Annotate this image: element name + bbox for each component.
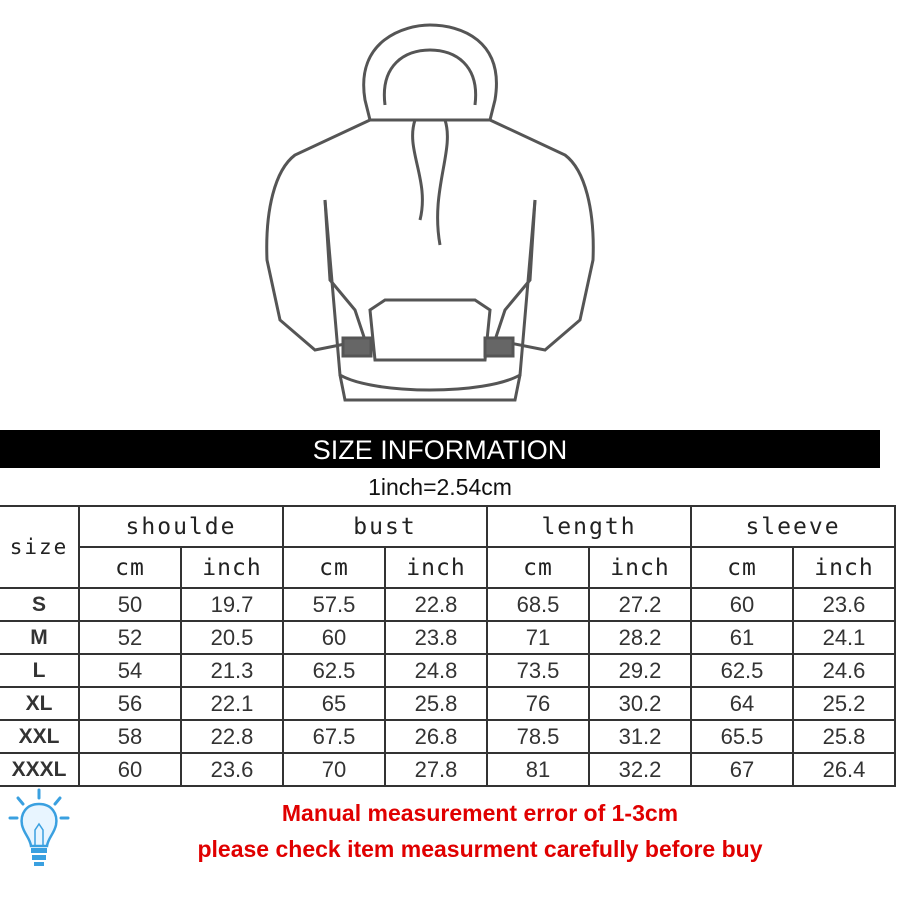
value-cell: 25.8 [792,719,896,754]
value-cell: 19.7 [180,587,284,622]
unit-inch: inch [384,546,488,589]
value-cell: 71 [486,620,590,655]
table-row: S 50 19.7 57.5 22.8 68.5 27.2 60 23.6 [0,587,896,622]
group-header-row: size shoulde bust length sleeve [0,505,896,589]
unit-conversion: 1inch=2.54cm [368,474,512,500]
value-cell: 62.5 [282,653,386,688]
value-cell: 67 [690,752,794,787]
value-cell: 81 [486,752,590,787]
value-cell: 52 [78,620,182,655]
value-cell: 67.5 [282,719,386,754]
value-cell: 27.8 [384,752,488,787]
value-cell: 50 [78,587,182,622]
value-cell: 62.5 [690,653,794,688]
size-cell: XXXL [0,752,80,787]
value-cell: 23.6 [180,752,284,787]
table-row: XXXL 60 23.6 70 27.8 81 32.2 67 26.4 [0,752,896,787]
size-cell: XXL [0,719,80,754]
table-row: XXL 58 22.8 67.5 26.8 78.5 31.2 65.5 25.8 [0,719,896,754]
group-header-sleeve: sleeve [690,505,896,548]
unit-inch: inch [588,546,692,589]
value-cell: 32.2 [588,752,692,787]
unit-cm: cm [282,546,386,589]
value-cell: 60 [690,587,794,622]
hoodie-illustration [265,23,595,402]
size-cell: XL [0,686,80,721]
unit-cm: cm [486,546,590,589]
value-cell: 70 [282,752,386,787]
value-cell: 20.5 [180,620,284,655]
value-cell: 24.8 [384,653,488,688]
table-row: XL 56 22.1 65 25.8 76 30.2 64 25.2 [0,686,896,721]
group-header-length: length [486,505,692,548]
value-cell: 76 [486,686,590,721]
value-cell: 65 [282,686,386,721]
value-cell: 24.6 [792,653,896,688]
value-cell: 64 [690,686,794,721]
group-header-bust: bust [282,505,488,548]
unit-header-row: cm inch cm inch cm inch cm inch [0,546,896,589]
value-cell: 22.1 [180,686,284,721]
table-row: L 54 21.3 62.5 24.8 73.5 29.2 62.5 24.6 [0,653,896,688]
value-cell: 24.1 [792,620,896,655]
value-cell: 25.2 [792,686,896,721]
value-cell: 21.3 [180,653,284,688]
size-cell: M [0,620,80,655]
value-cell: 22.8 [180,719,284,754]
table-row: M 52 20.5 60 23.8 71 28.2 61 24.1 [0,620,896,655]
value-cell: 58 [78,719,182,754]
group-header-shoulder: shoulde [78,505,284,548]
value-cell: 57.5 [282,587,386,622]
value-cell: 26.4 [792,752,896,787]
size-cell: L [0,653,80,688]
value-cell: 60 [282,620,386,655]
notice-line-2: please check item measurment carefully b… [197,836,763,862]
value-cell: 28.2 [588,620,692,655]
value-cell: 30.2 [588,686,692,721]
value-cell: 78.5 [486,719,590,754]
lightbulb-icon [8,788,70,866]
value-cell: 29.2 [588,653,692,688]
value-cell: 56 [78,686,182,721]
value-cell: 27.2 [588,587,692,622]
value-cell: 22.8 [384,587,488,622]
unit-inch: inch [792,546,896,589]
value-cell: 54 [78,653,182,688]
value-cell: 73.5 [486,653,590,688]
value-cell: 23.6 [792,587,896,622]
value-cell: 25.8 [384,686,488,721]
value-cell: 68.5 [486,587,590,622]
size-cell: S [0,587,80,622]
value-cell: 60 [78,752,182,787]
notice-line-1: Manual measurement error of 1-3cm [281,800,679,826]
size-information-banner: SIZE INFORMATION [0,430,880,468]
unit-cm: cm [78,546,182,589]
unit-inch: inch [180,546,284,589]
value-cell: 26.8 [384,719,488,754]
value-cell: 31.2 [588,719,692,754]
size-chart-table: size shoulde bust length sleeve cm inch … [0,505,896,787]
value-cell: 65.5 [690,719,794,754]
value-cell: 61 [690,620,794,655]
value-cell: 23.8 [384,620,488,655]
size-header: size [0,505,80,589]
unit-cm: cm [690,546,794,589]
